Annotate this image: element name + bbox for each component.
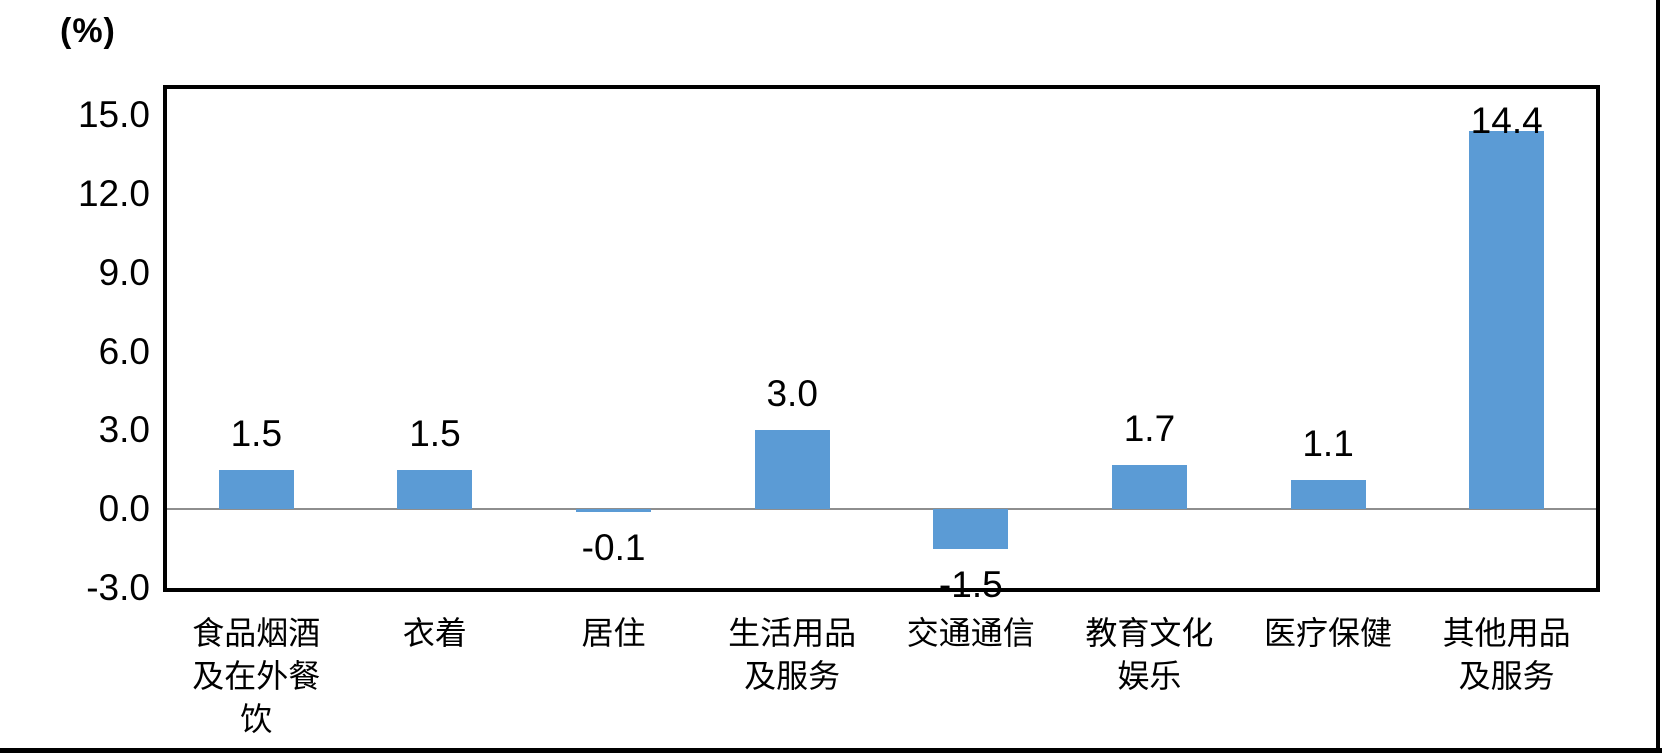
x-category-label-4: 交通通信 xyxy=(906,615,1035,651)
x-category-label-0: 食品烟酒 及在外餐 饮 xyxy=(192,615,321,737)
x-category-label-2: 居住 xyxy=(581,615,646,651)
bar-1 xyxy=(397,469,473,510)
y-tick-label-15.0: 15.0 xyxy=(77,94,150,136)
x-category-label-3: 生活用品 及服务 xyxy=(728,615,857,694)
bar-value-label-6: 1.1 xyxy=(1302,423,1354,465)
bar-6 xyxy=(1290,480,1366,510)
x-category-label-7: 其他用品 及服务 xyxy=(1442,615,1571,694)
y-tick-label-12.0: 12.0 xyxy=(77,173,150,215)
bar-value-label-5: 1.7 xyxy=(1123,407,1176,449)
bar-value-label-1: 1.5 xyxy=(409,412,461,454)
plot-inner: 1.5 1.5 -0.1 3.0 -1.5 1.7 1.1 14.4 xyxy=(167,89,1596,604)
bar-0 xyxy=(218,469,294,510)
x-category-label-1: 衣着 xyxy=(402,615,467,651)
x-category-label-5: 教育文化 娱乐 xyxy=(1085,615,1214,694)
bar-value-label-0: 1.5 xyxy=(230,412,283,454)
bar-value-label-4: -1.5 xyxy=(938,563,1003,605)
y-tick-label-6.0: 6.0 xyxy=(98,330,150,372)
y-axis-unit-label: (%) xyxy=(60,12,116,50)
bar-2 xyxy=(576,509,652,513)
y-tick-label--3.0: -3.0 xyxy=(86,567,150,608)
bar-5 xyxy=(1111,464,1187,510)
page-border-bottom xyxy=(0,748,1662,753)
plot-area: 1.5 1.5 -0.1 3.0 -1.5 1.7 1.1 14.4 xyxy=(163,85,1600,604)
bar-4 xyxy=(933,509,1009,549)
bar-7 xyxy=(1469,131,1545,510)
bar-value-label-2: -0.1 xyxy=(581,527,646,569)
y-tick-label-0.0: 0.0 xyxy=(98,488,150,530)
page-border-right xyxy=(1656,0,1660,753)
bar-value-label-7: 14.4 xyxy=(1470,100,1543,141)
bar-3 xyxy=(754,430,830,510)
x-category-label-6: 医疗保健 xyxy=(1264,615,1393,651)
bar-value-label-3: 3.0 xyxy=(766,373,818,415)
zero-axis-line xyxy=(167,508,1596,511)
y-tick-label-3.0: 3.0 xyxy=(98,409,150,451)
y-tick-label-9.0: 9.0 xyxy=(98,251,150,293)
